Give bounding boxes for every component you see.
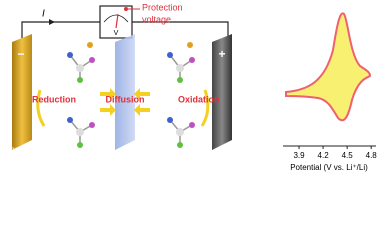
electron-label: e⁻ [10, 144, 20, 154]
protection-label: Protection [142, 2, 183, 12]
reduction-label: Reduction [32, 94, 76, 104]
x-tick-label: 3.9 [293, 151, 305, 160]
meter-label: V [114, 30, 119, 37]
meter-dial [103, 14, 129, 23]
positive-electrode [212, 34, 232, 150]
x-tick-label: 4.8 [366, 151, 378, 160]
protection-label: voltage [142, 14, 171, 24]
figure: I V Protection voltage − + Reduction Dif… [10, 2, 378, 172]
separator [115, 34, 135, 150]
negative-electrode [12, 34, 32, 150]
positive-sign: + [218, 47, 225, 61]
atoms [67, 42, 195, 148]
x-tick-label: 4.2 [318, 151, 330, 160]
x-tick-label: 4.5 [342, 151, 354, 160]
current-arrow [49, 19, 55, 25]
cv-curve [285, 12, 372, 122]
meter [99, 5, 133, 39]
oxidation-label: Oxidation [178, 94, 220, 104]
wire [21, 21, 100, 45]
cycle-arrow [36, 89, 46, 127]
negative-sign: − [17, 47, 24, 61]
diffusion-label: Diffusion [106, 94, 145, 104]
current-label: I [42, 9, 45, 20]
electron-label: e⁻ [220, 144, 230, 154]
cycle-arrow [200, 89, 210, 127]
arrows [100, 88, 150, 116]
needle [115, 13, 119, 29]
x-axis-label: Potential (V vs. Li⁺/Li) [290, 163, 368, 172]
